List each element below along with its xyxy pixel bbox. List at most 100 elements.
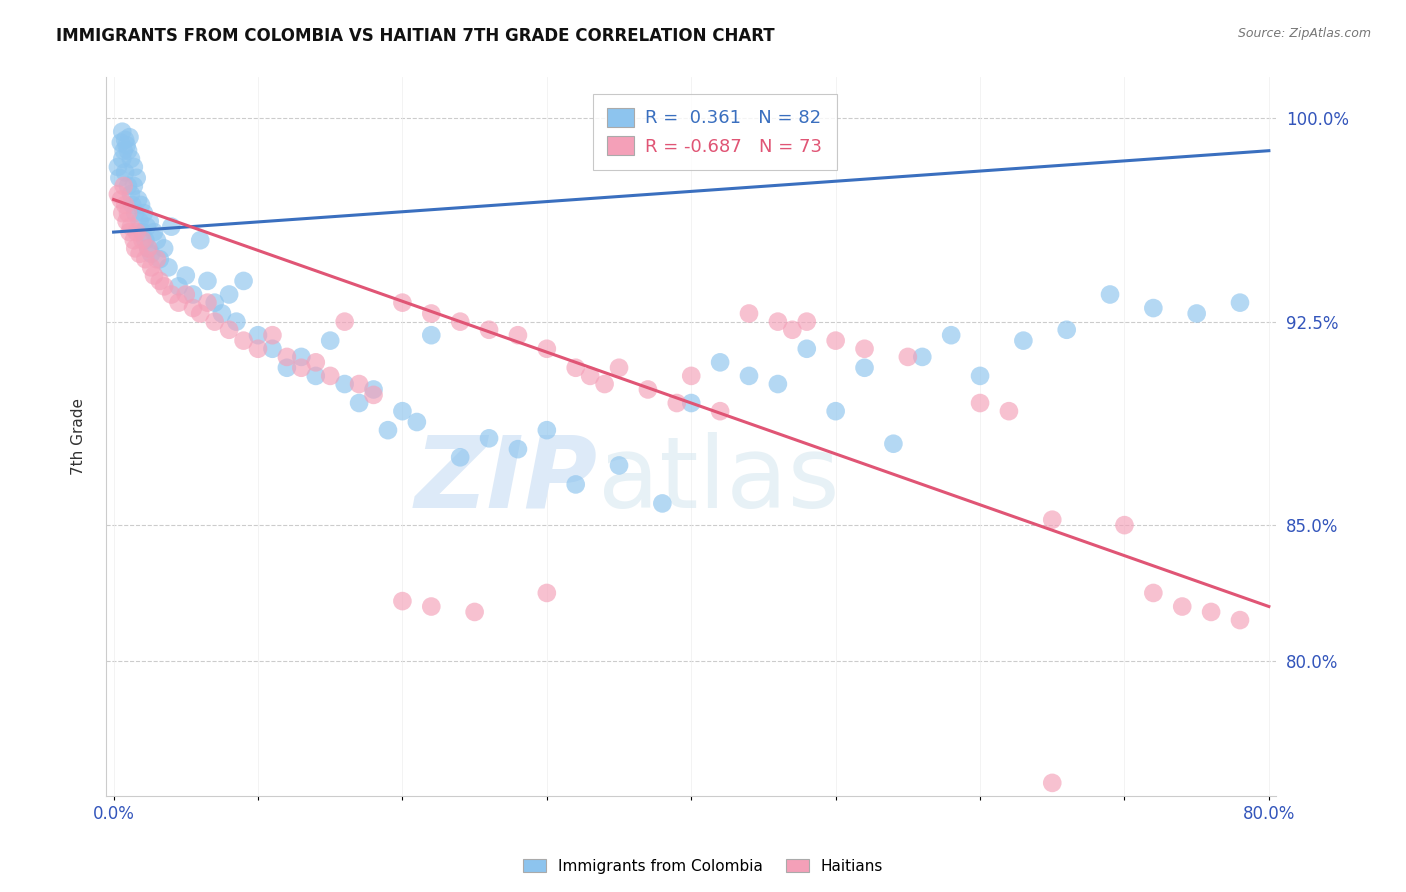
Point [506,328,529,343]
Point [333,315,356,329]
Point [420,599,443,614]
Point [111,152,134,166]
Point [167,279,190,293]
Point [131,225,153,239]
Point [117,206,139,220]
Point [363,388,385,402]
Point [225,315,247,329]
Point [232,274,254,288]
Point [1229,295,1251,310]
Point [1171,599,1194,614]
Legend: Immigrants from Colombia, Haitians: Immigrants from Colombia, Haitians [516,853,890,880]
Point [204,315,226,329]
Point [167,295,190,310]
Point [941,328,963,343]
Point [911,350,934,364]
Point [247,342,270,356]
Point [131,233,153,247]
Point [478,431,501,445]
Point [1199,605,1222,619]
Point [218,287,240,301]
Point [506,442,529,457]
Point [1040,513,1063,527]
Point [262,342,284,356]
Point [607,458,630,473]
Point [134,252,156,267]
Point [188,233,211,247]
Point [122,178,145,193]
Point [136,241,159,255]
Point [333,377,356,392]
Point [118,225,141,239]
Point [853,342,876,356]
Text: ZIP: ZIP [415,432,598,529]
Point [738,368,761,383]
Point [128,214,150,228]
Point [197,295,219,310]
Point [112,178,135,193]
Point [536,586,558,600]
Point [114,198,136,212]
Point [1012,334,1035,348]
Point [347,396,370,410]
Point [1056,323,1078,337]
Point [141,247,163,261]
Point [122,160,145,174]
Text: atlas: atlas [598,432,839,529]
Point [1040,776,1063,790]
Point [969,368,991,383]
Point [651,496,673,510]
Point [108,170,131,185]
Point [391,295,413,310]
Y-axis label: 7th Grade: 7th Grade [72,399,86,475]
Point [464,605,486,619]
Point [536,342,558,356]
Point [160,287,183,301]
Point [136,241,159,255]
Point [1142,301,1164,315]
Point [564,477,586,491]
Point [1114,518,1136,533]
Point [1185,306,1208,320]
Point [564,360,586,375]
Point [127,193,149,207]
Point [449,450,471,465]
Point [363,383,385,397]
Point [478,323,501,337]
Point [681,396,703,410]
Point [607,360,630,375]
Point [115,138,138,153]
Point [1142,586,1164,600]
Point [181,287,204,301]
Point [824,334,846,348]
Point [138,214,160,228]
Point [141,260,163,275]
Point [160,219,183,234]
Point [420,328,443,343]
Point [134,233,156,247]
Point [247,328,270,343]
Point [276,350,298,364]
Point [107,187,129,202]
Point [107,160,129,174]
Point [121,198,143,212]
Point [114,165,136,179]
Point [391,404,413,418]
Point [111,206,134,220]
Point [181,301,204,315]
Point [882,436,904,450]
Point [117,178,139,193]
Point [665,396,688,410]
Point [143,225,166,239]
Point [536,423,558,437]
Point [449,315,471,329]
Point [319,368,342,383]
Point [1229,613,1251,627]
Point [153,241,176,255]
Point [782,323,804,337]
Point [593,377,616,392]
Point [117,144,139,158]
Point [766,377,789,392]
Point [319,334,342,348]
Point [579,368,602,383]
